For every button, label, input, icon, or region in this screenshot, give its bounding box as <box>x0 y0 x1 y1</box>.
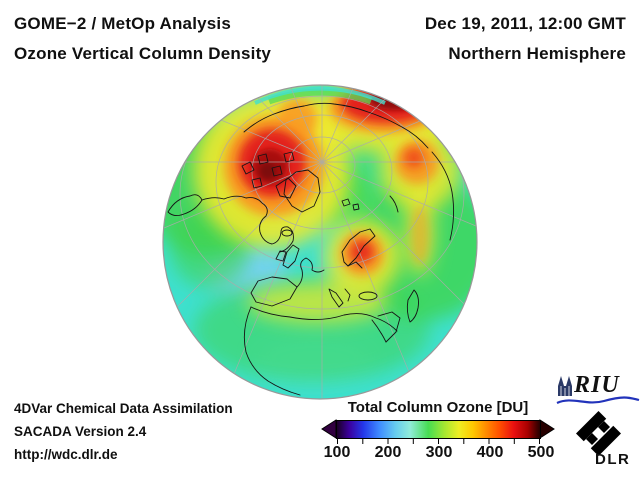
riu-wave-icon <box>556 396 640 405</box>
globe-rim <box>162 84 478 400</box>
colorbar-gradient <box>336 420 541 439</box>
credit-version: SACADA Version 2.4 <box>14 424 147 439</box>
colorbar-tick-label: 100 <box>323 444 351 461</box>
coastlines <box>167 102 455 396</box>
limb-green-band <box>267 88 373 105</box>
title-quantity: Ozone Vertical Column Density <box>14 44 272 63</box>
colorbar-tick-label: 200 <box>374 444 402 461</box>
colorbar-title: Total Column Ozone [DU] <box>347 399 529 416</box>
colorbar-tick-label: 400 <box>476 444 504 461</box>
credit-assimilation: 4DVar Chemical Data Assimilation <box>14 401 233 416</box>
dlr-logo: DLR <box>572 409 636 469</box>
riu-logo: RIU <box>556 372 640 408</box>
colorbar-tick-marks <box>337 439 540 444</box>
dlr-logo-text: DLR <box>595 451 631 468</box>
colorbar-tick-label: 300 <box>425 444 453 461</box>
ozone-field <box>163 85 477 399</box>
colorbar-arrows-ticks <box>321 419 555 444</box>
title-instrument: GOME−2 / MetOp Analysis <box>14 14 232 33</box>
limb-cyan-band <box>254 86 386 105</box>
riu-logo-text: RIU <box>574 372 620 398</box>
colorbar-right-arrow <box>539 419 555 439</box>
colorbar-tick-label: 500 <box>527 444 555 461</box>
title-datetime: Dec 19, 2011, 12:00 GMT <box>424 14 626 33</box>
colorbar-left-arrow <box>321 419 337 439</box>
cathedral-icon <box>558 376 572 396</box>
credit-url: http://wdc.dlr.de <box>14 447 118 462</box>
dlr-emblem-icon <box>576 411 621 456</box>
title-region: Northern Hemisphere <box>448 44 626 63</box>
colorbar <box>320 419 556 447</box>
